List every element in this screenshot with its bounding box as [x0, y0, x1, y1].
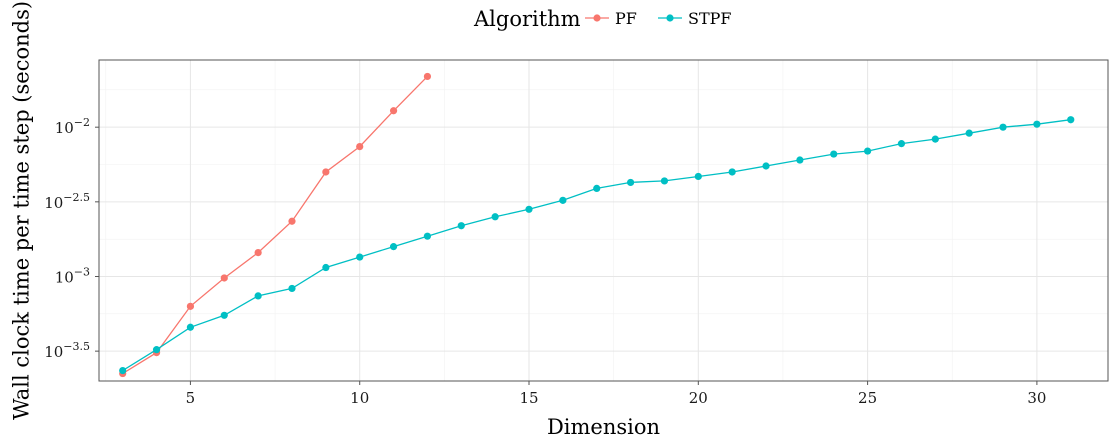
series-pf-line	[122, 75, 428, 375]
axis-ticks	[95, 126, 1038, 385]
series-stpf-point	[220, 311, 228, 319]
series-stpf-point	[830, 150, 838, 158]
series-layer	[119, 72, 1075, 378]
legend-key-point	[593, 14, 601, 22]
series-stpf-point	[762, 162, 770, 170]
x-tick-label: 20	[689, 389, 708, 407]
x-tick-label: 30	[1027, 389, 1046, 407]
series-pf-point	[288, 217, 296, 225]
legend-label: STPF	[688, 9, 732, 28]
minor-gridlines	[99, 60, 1108, 381]
series-stpf-point	[288, 284, 296, 293]
y-tick-label: 10−2.5	[44, 191, 90, 212]
series-stpf	[119, 116, 1075, 375]
series-stpf-point	[559, 196, 567, 204]
plot-panel-border	[98, 59, 1109, 382]
x-tick-label: 15	[519, 389, 538, 407]
series-stpf-point	[254, 292, 262, 300]
series-stpf-point	[660, 177, 669, 185]
x-tick-labels: 5 10 15 20 25 30	[186, 389, 1047, 407]
legend-key-point	[666, 14, 674, 22]
series-stpf-point	[1033, 120, 1041, 128]
y-axis-title: Wall clock time per time step (seconds)	[10, 1, 34, 420]
series-pf-point	[356, 142, 364, 151]
x-tick-label: 10	[350, 389, 369, 407]
series-pf-point	[389, 107, 398, 115]
legend-item-pf: PF	[585, 9, 637, 28]
legend: Algorithm PF STPF	[473, 7, 732, 31]
y-tick-label: 10−3	[55, 265, 90, 286]
series-stpf-point	[152, 346, 161, 354]
series-stpf-point	[423, 232, 432, 240]
series-stpf-point	[864, 147, 872, 155]
series-stpf-point	[897, 140, 906, 148]
series-stpf-point	[119, 366, 127, 375]
series-stpf-point	[931, 135, 939, 143]
legend-title: Algorithm	[473, 7, 581, 31]
legend-item-stpf: STPF	[658, 9, 732, 28]
legend-label: PF	[615, 9, 637, 28]
y-tick-label: 10−2	[55, 116, 90, 137]
major-gridlines	[99, 60, 1108, 381]
series-stpf-point	[965, 129, 973, 137]
series-pf-point	[254, 249, 262, 257]
series-pf-point	[423, 72, 432, 81]
series-stpf-point	[186, 323, 195, 331]
x-tick-label: 5	[186, 389, 196, 407]
x-tick-label: 25	[858, 389, 877, 407]
legend-items: PF STPF	[585, 9, 732, 28]
series-stpf-point	[389, 243, 398, 251]
series-stpf-point	[1067, 116, 1075, 124]
series-stpf-line	[122, 119, 1071, 372]
series-pf-point	[220, 274, 228, 282]
series-stpf-point	[356, 253, 364, 261]
series-stpf-point	[322, 263, 330, 272]
series-stpf-point	[626, 178, 635, 187]
series-pf-point	[186, 302, 195, 310]
y-tick-labels: 10−3.5 10−3 10−2.5 10−2	[44, 116, 90, 361]
series-stpf-point	[525, 205, 533, 213]
y-tick-label: 10−3.5	[44, 340, 90, 361]
series-stpf-point	[999, 123, 1007, 131]
series-stpf-point	[593, 184, 601, 192]
series-stpf-point	[728, 168, 736, 176]
series-stpf-point	[796, 156, 804, 164]
series-stpf-point	[694, 172, 702, 181]
series-pf-point	[322, 168, 330, 176]
series-stpf-point	[491, 213, 499, 221]
series-stpf-point	[457, 222, 465, 230]
x-axis-title: Dimension	[547, 415, 660, 439]
